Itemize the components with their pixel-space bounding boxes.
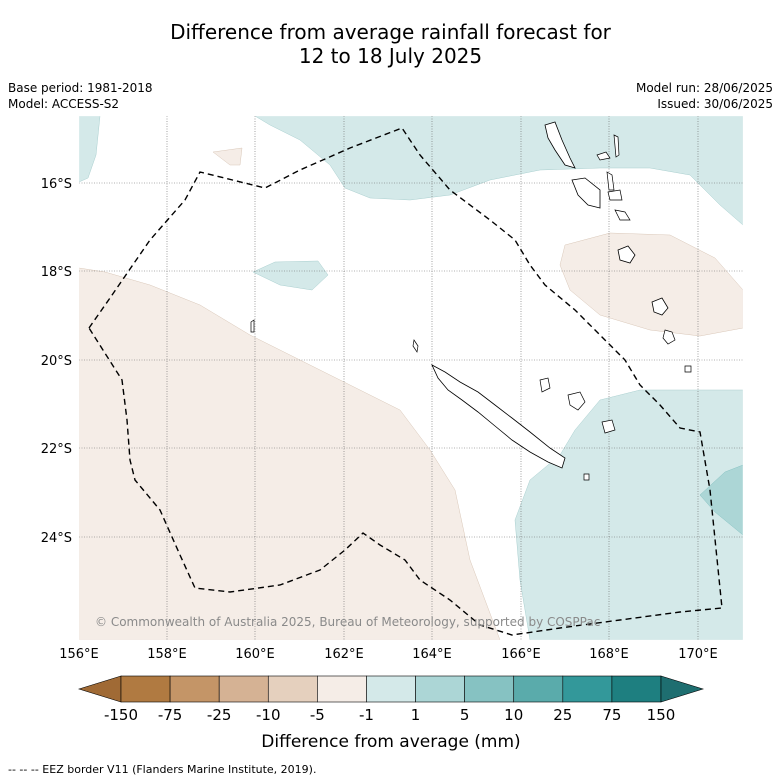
island-lifou	[567, 391, 586, 411]
colorbar-bin	[317, 675, 367, 703]
island-chesterfield	[250, 319, 255, 333]
colorbar-title: Difference from average (mm)	[261, 732, 520, 752]
lat-label-20s: 20°S	[41, 354, 72, 369]
title-line-1: Difference from average rainfall forecas…	[170, 20, 611, 44]
island-espiritu-santo	[544, 121, 576, 169]
dry-anomaly-west	[79, 267, 501, 640]
colorbar-bin	[415, 675, 465, 703]
island-pines	[583, 473, 590, 481]
colorbar-bin	[267, 675, 318, 703]
colorbar-bin	[218, 675, 269, 703]
meta-left: Base period: 1981-2018 Model: ACCESS-S2	[8, 80, 153, 112]
wet-anomaly-north	[254, 116, 743, 226]
colorbar-tick-label: 10	[504, 706, 523, 724]
colorbar-bin	[611, 675, 662, 703]
colorbar-bin	[120, 675, 171, 703]
map-frame	[78, 115, 744, 641]
island-erromango	[651, 297, 669, 316]
colorbar-tick-label: 1	[411, 706, 421, 724]
gridlines	[79, 116, 743, 640]
title-line-2: 12 to 18 July 2025	[298, 44, 483, 68]
colorbar-tick-label: -25	[207, 706, 232, 724]
colorbar-bin	[562, 675, 613, 703]
map-area: © Commonwealth of Australia 2025, Bureau…	[79, 116, 743, 640]
eez-border	[88, 127, 723, 636]
island-aneityum	[684, 365, 692, 373]
wet-anomaly-east-medium	[699, 464, 743, 536]
colorbar-bin	[464, 675, 515, 703]
lon-label-170e: 170°E	[678, 647, 718, 662]
meta-right: Model run: 28/06/2025 Issued: 30/06/2025	[636, 80, 773, 112]
colorbar-bin	[366, 675, 416, 703]
model-run: Model run: 28/06/2025	[635, 81, 773, 95]
colorbar-bins	[120, 675, 662, 703]
wet-anomaly-southeast	[514, 389, 743, 640]
latitude-labels: 16°S 18°S 20°S 22°S 24°S	[41, 177, 72, 546]
colorbar-tick-label: -10	[256, 706, 281, 724]
colorbar-tick-label: 5	[460, 706, 470, 724]
issued-date: Issued: 30/06/2025	[657, 97, 773, 111]
lon-label-164e: 164°E	[412, 647, 452, 662]
island-belep	[412, 339, 419, 353]
lon-label-168e: 168°E	[589, 647, 629, 662]
colorbar-labels: -150 -75 -25 -10 -5 -1 1 5 10 25 75 150	[104, 706, 675, 724]
island-epi	[607, 189, 623, 201]
island-tanna	[662, 329, 676, 345]
colorbar-tick-label: -150	[104, 706, 138, 724]
dry-anomaly-northeast	[559, 232, 743, 337]
colorbar-tick-label: 25	[553, 706, 572, 724]
lon-label-156e: 156°E	[59, 647, 99, 662]
lon-label-166e: 166°E	[501, 647, 541, 662]
map-title: Difference from average rainfall forecas…	[0, 20, 781, 68]
longitude-labels: 156°E 158°E 160°E 162°E 164°E 166°E 168°…	[59, 647, 718, 662]
colorbar-bin	[513, 675, 564, 703]
lon-label-162e: 162°E	[324, 647, 364, 662]
copyright-notice: © Commonwealth of Australia 2025, Bureau…	[95, 615, 600, 629]
eez-footnote: -- -- -- EEZ border V11 (Flanders Marine…	[8, 763, 317, 776]
colorbar-tick-label: -75	[158, 706, 183, 724]
island-ouvea	[539, 377, 551, 393]
dry-anomaly-small	[212, 147, 243, 166]
colorbar-tick-label: 75	[602, 706, 621, 724]
island-malekula	[571, 177, 601, 209]
island-efate	[617, 245, 636, 264]
island-pentecost	[606, 171, 615, 191]
colorbar: -150 -75 -25 -10 -5 -1 1 5 10 25 75 150 Difference …	[77, 675, 705, 752]
lat-label-16s: 16°S	[41, 177, 72, 192]
base-period: Base period: 1981-2018	[8, 81, 153, 95]
lat-label-22s: 22°S	[41, 442, 72, 457]
colorbar-over-arrow	[660, 675, 705, 703]
lon-label-158e: 158°E	[147, 647, 187, 662]
model-name: Model: ACCESS-S2	[8, 97, 120, 111]
island-shepherds	[614, 209, 631, 221]
island-ambae	[596, 151, 611, 161]
lat-label-24s: 24°S	[41, 531, 72, 546]
island-mare	[601, 419, 616, 434]
colorbar-under-arrow	[77, 675, 122, 703]
lon-label-160e: 160°E	[235, 647, 275, 662]
colorbar-bin	[169, 675, 220, 703]
colorbar-tick-label: 150	[647, 706, 676, 724]
colorbar-tick-label: -1	[359, 706, 374, 724]
colorbar-tick-label: -5	[310, 706, 325, 724]
wet-anomaly-northwest	[79, 116, 101, 183]
island-maewo	[613, 134, 620, 158]
island-new-caledonia	[431, 364, 566, 469]
wet-anomaly-central-small	[252, 260, 329, 291]
lat-label-18s: 18°S	[41, 265, 72, 280]
